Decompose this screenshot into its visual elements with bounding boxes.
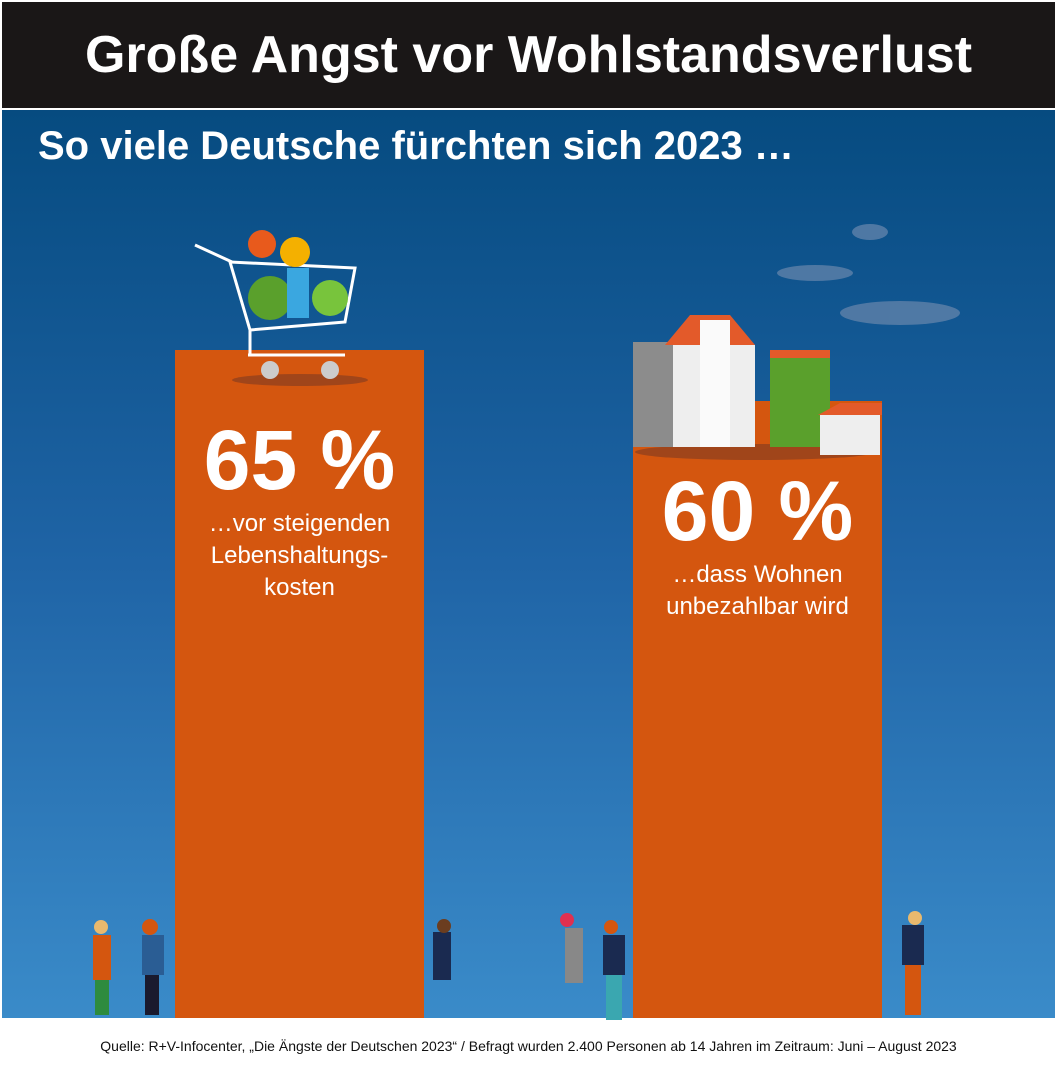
category-label: …vor steigenden Lebenshaltungs- kosten	[208, 510, 391, 601]
bar	[633, 401, 882, 1018]
source-note: Quelle: R+V-Infocenter, „Die Ängste der …	[100, 1038, 957, 1054]
value-label: 60 %	[661, 464, 854, 559]
chart-subtitle: So viele Deutsche fürchten sich 2023 …	[38, 124, 794, 168]
chart-title: Große Angst vor Wohlstandsverlust	[2, 2, 1055, 108]
bar	[175, 350, 424, 1018]
shopping-cart	[194, 230, 368, 386]
value-label: 65 %	[203, 413, 396, 507]
category-label: …dass Wohnen unbezahlbar wird	[666, 561, 849, 621]
houses	[633, 315, 882, 460]
people	[93, 911, 924, 1020]
